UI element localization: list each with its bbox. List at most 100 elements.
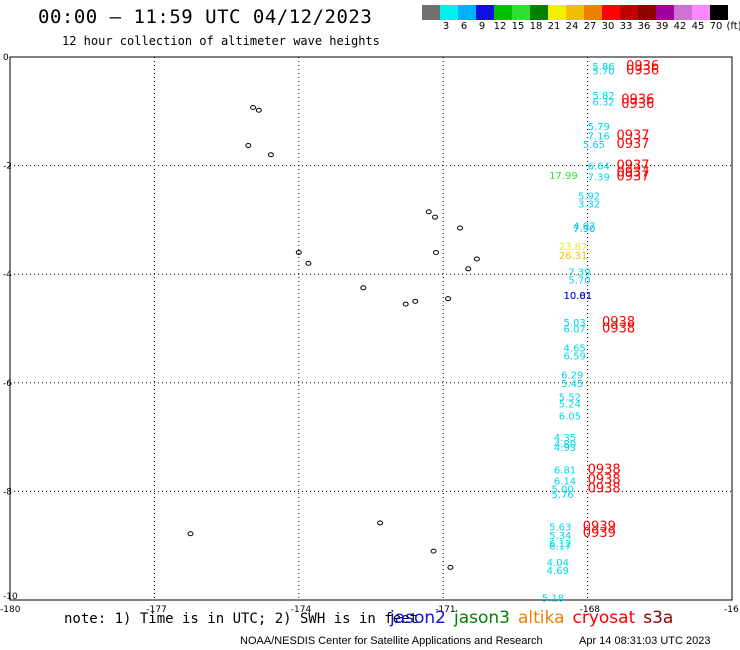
colorbar-label: 24: [565, 21, 579, 32]
colorbar-label: 42: [673, 21, 687, 32]
pass-time-label: 0938: [602, 322, 635, 337]
wave-height-label: 4.93: [554, 443, 576, 454]
x-tick-label: -177: [146, 605, 166, 615]
wave-height-label: 5.52: [559, 392, 581, 403]
wave-height-label: 6.29: [561, 371, 583, 382]
island-outline: [445, 296, 452, 302]
colorbar-swatch: [512, 5, 530, 20]
wave-height-label: 6.59: [564, 352, 586, 363]
wave-height-label: 5.65: [583, 140, 605, 151]
colorbar: [422, 5, 728, 20]
colorbar-swatch: [656, 5, 674, 20]
x-tick-label: -174: [291, 605, 312, 615]
colorbar-label: 45: [691, 21, 705, 32]
map-frame: [9, 56, 733, 601]
x-tick-label: -180: [0, 605, 21, 615]
island-outline: [425, 209, 432, 215]
wave-height-label: 3.32: [578, 200, 600, 211]
island-outline: [255, 107, 262, 113]
satellite-legend: jason2 jason3 altika cryosat s3a: [390, 608, 681, 628]
wave-height-label: 5.63: [549, 523, 571, 534]
island-outline: [267, 152, 274, 158]
y-tick-label: -6: [3, 379, 12, 389]
colorbar-label: 12: [493, 21, 507, 32]
pass-time-label: 0939: [583, 526, 616, 541]
wave-height-label: 6.17: [549, 542, 571, 553]
legend-s3a: s3a: [643, 608, 674, 628]
wave-height-label: 17.99: [549, 171, 578, 182]
island-outline: [402, 301, 409, 307]
wave-height-label: 10.81: [564, 291, 593, 302]
colorbar-swatch: [440, 5, 458, 20]
wave-height-label: 5.76: [552, 490, 574, 501]
wave-height-label: 6.64: [588, 162, 610, 173]
colorbar-label: 70: [709, 21, 723, 32]
colorbar-swatch: [458, 5, 476, 20]
island-outline: [465, 266, 472, 272]
x-tick-label: -171: [435, 605, 455, 615]
island-outline: [447, 564, 454, 570]
colorbar-swatch: [602, 5, 620, 20]
figure-subtitle: 12 hour collection of altimeter wave hei…: [62, 34, 380, 48]
wave-height-label: 7.39: [588, 172, 610, 183]
island-outline: [305, 260, 312, 266]
pass-time-label: 0936: [621, 97, 654, 112]
wave-height-label: 5.45: [561, 379, 583, 390]
pass-time-label: 0937: [616, 159, 649, 174]
credit-text: NOAA/NESDIS Center for Satellite Applica…: [240, 635, 543, 647]
island-outline: [412, 298, 419, 304]
colorbar-label: 39: [655, 21, 669, 32]
pass-time-label: 0938: [602, 315, 635, 330]
wave-height-label: 4.69: [547, 566, 569, 577]
colorbar-swatch: [620, 5, 638, 20]
colorbar-label: 15: [511, 21, 525, 32]
pass-time-label: 0939: [583, 520, 616, 535]
generated-timestamp: Apr 14 08:31:03 UTC 2023: [579, 635, 711, 647]
wave-height-label: 5.00: [552, 485, 574, 496]
island-outline: [360, 285, 367, 291]
wave-height-label: 4.35: [554, 433, 576, 444]
colorbar-swatch: [566, 5, 584, 20]
wave-height-label: 4.97: [573, 221, 595, 232]
colorbar-label: 18: [529, 21, 543, 32]
pass-time-label: 0937: [616, 129, 649, 144]
wave-height-label: 7.90: [573, 224, 595, 235]
units-note: note: 1) Time is in UTC; 2) SWH is in fe…: [64, 611, 419, 627]
y-tick-label: 0: [3, 53, 9, 63]
colorbar-label: 27: [583, 21, 597, 32]
pass-time-label: 0936: [621, 92, 654, 107]
wave-height-label: 4.65: [564, 344, 586, 355]
wave-height-label: 10.01: [564, 291, 593, 302]
wave-height-label: 6.12: [549, 539, 571, 550]
colorbar-swatch: [548, 5, 566, 20]
colorbar-swatch: [710, 5, 728, 20]
wave-height-label: 6.32: [592, 98, 614, 109]
wave-height-label: 4.80: [554, 440, 576, 451]
colorbar-label: 36: [637, 21, 651, 32]
figure-title: 00:00 – 11:59 UTC 04/12/2023: [38, 6, 373, 28]
island-outline: [432, 249, 439, 255]
colorbar-swatch: [584, 5, 602, 20]
colorbar-swatch: [530, 5, 548, 20]
y-tick-label: -10: [3, 592, 18, 602]
colorbar-label: 21: [547, 21, 561, 32]
pass-time-label: 0936: [626, 64, 659, 79]
colorbar-label: 9: [478, 21, 486, 32]
legend-jason2: jason2: [390, 608, 446, 628]
wave-height-label: 6.14: [554, 477, 576, 488]
island-outline: [430, 548, 437, 554]
x-tick-label: -168: [580, 605, 601, 615]
wave-height-label: 6.05: [559, 411, 581, 422]
colorbar-label: 6: [460, 21, 468, 32]
x-tick-label: -16: [724, 605, 739, 615]
wave-height-label: 5.24: [559, 399, 581, 410]
y-tick-label: -2: [3, 162, 12, 172]
island-outline: [250, 104, 257, 110]
pass-time-label: 0937: [616, 166, 649, 181]
y-tick-label: -8: [3, 487, 12, 497]
colorbar-label: 30: [601, 21, 615, 32]
wave-height-label: 5.70: [568, 276, 590, 287]
colorbar-label: 3: [442, 21, 450, 32]
